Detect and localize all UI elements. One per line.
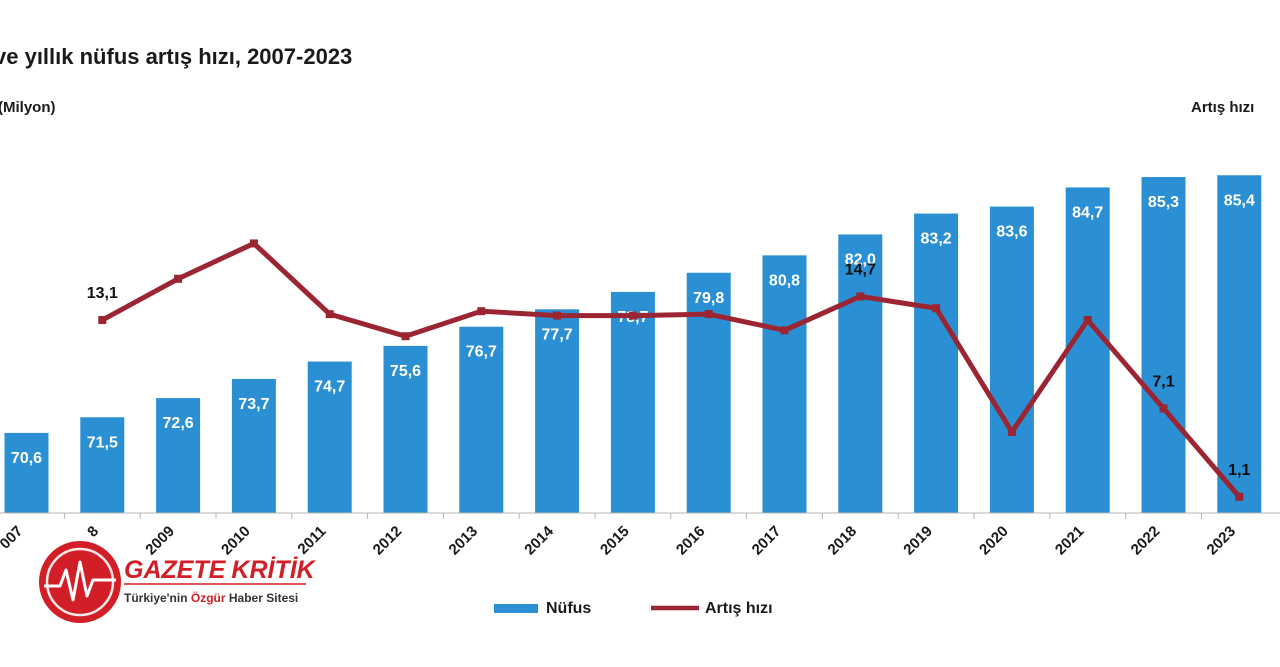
bar-2013 [459, 326, 504, 513]
rate-label-2022: 7,1 [1152, 373, 1174, 390]
bar-label-2017: 80,8 [769, 272, 800, 289]
x-tick-2021: 2021 [1052, 523, 1088, 559]
bar-2012 [383, 345, 428, 513]
bar-labels: 70,671,572,673,774,775,676,777,778,779,8… [11, 192, 1255, 467]
bar-2020 [989, 206, 1034, 513]
artis-point-2019 [932, 304, 941, 313]
x-tick-2012: 2012 [370, 523, 406, 559]
bar-2023 [1217, 175, 1262, 513]
bar-2010 [231, 378, 276, 513]
artis-point-2013 [477, 307, 486, 316]
x-tick-2023: 2023 [1204, 523, 1240, 559]
bar-label-2009: 72,6 [163, 415, 194, 432]
bar-label-2022: 85,3 [1148, 194, 1179, 211]
bar-2007 [4, 432, 49, 513]
x-tick-2020: 2020 [976, 523, 1012, 559]
artis-point-2015 [628, 311, 637, 320]
bar-label-2014: 77,7 [542, 326, 573, 343]
artis-point-2016 [704, 310, 713, 319]
watermark-tagline: Türkiye'nin Özgür Haber Sitesi [124, 590, 298, 605]
bar-2016 [686, 272, 731, 513]
x-tick-2013: 2013 [446, 523, 482, 559]
artis-hizi-line [101, 240, 1242, 499]
artis-point-2011 [325, 310, 334, 319]
bar-2008 [80, 417, 125, 513]
x-axis-ticks: 007 8 2009 2010 2011 2012 2013 2014 2015 2016 2017… [0, 513, 1239, 558]
artis-point-2009 [174, 274, 183, 283]
x-tick-2007: 007 [0, 523, 26, 553]
bar-2014 [535, 309, 580, 513]
bar-label-2010: 73,7 [238, 396, 269, 413]
x-tick-2019: 2019 [900, 523, 936, 559]
bar-label-2020: 83,6 [996, 224, 1027, 241]
right-axis-unit: Artış hızı [1191, 99, 1254, 116]
bar-label-2007: 70,6 [11, 450, 42, 467]
bar-2021 [1065, 187, 1110, 513]
artis-point-2023 [1235, 492, 1244, 501]
bar-2019 [914, 213, 959, 513]
bar-2009 [156, 398, 201, 513]
bar-label-2016: 79,8 [693, 290, 724, 307]
legend-label-nufus: Nüfus [546, 600, 591, 617]
rate-labels: 13,1 14,7 7,1 1,1 [87, 261, 1251, 478]
chart-title: ve yıllık nüfus artış hızı, 2007-2023 [0, 44, 352, 69]
x-tick-2011: 2011 [294, 523, 329, 558]
line-series [98, 239, 1244, 501]
legend-swatch-nufus [494, 604, 538, 613]
bar-label-2019: 83,2 [921, 231, 952, 248]
left-axis-unit: (Milyon) [0, 99, 56, 116]
artis-point-2022 [1159, 404, 1168, 413]
bar-label-2011: 74,7 [314, 379, 345, 396]
rate-label-2023: 1,1 [1228, 462, 1250, 479]
legend-label-artis: Artış hızı [705, 600, 773, 617]
watermark-globe-icon [39, 541, 121, 623]
bar-2022 [1141, 177, 1186, 513]
bar-label-2013: 76,7 [466, 344, 497, 361]
legend: Nüfus Artış hızı [494, 600, 773, 617]
x-tick-2009: 2009 [142, 523, 178, 559]
x-tick-2010: 2010 [218, 523, 254, 559]
x-tick-2018: 2018 [825, 523, 861, 559]
bar-label-2008: 71,5 [87, 434, 118, 451]
x-tick-2022: 2022 [1128, 523, 1164, 559]
x-tick-2016: 2016 [673, 523, 709, 559]
gazete-kritik-watermark: GAZETE KRİTİK Türkiye'nin Özgür Haber Sit… [39, 541, 317, 623]
x-tick-2015: 2015 [597, 523, 633, 559]
bar-label-2021: 84,7 [1072, 204, 1103, 221]
x-tick-2008: 8 [84, 523, 102, 541]
watermark-brand: GAZETE KRİTİK [124, 556, 317, 584]
artis-point-2021 [1083, 316, 1092, 325]
bar-2017 [762, 255, 807, 513]
artis-point-2010 [249, 239, 258, 248]
artis-point-2017 [780, 326, 789, 335]
artis-point-2012 [401, 332, 410, 341]
artis-point-2008 [98, 316, 107, 325]
x-tick-2014: 2014 [521, 522, 557, 558]
bar-label-2018: 82,0 [845, 251, 876, 268]
bar-2015 [610, 291, 655, 513]
rate-label-2008: 13,1 [87, 285, 118, 302]
bar-label-2023: 85,4 [1224, 192, 1255, 209]
bar-2018 [838, 234, 883, 514]
x-tick-2017: 2017 [749, 523, 785, 559]
artis-point-2020 [1007, 427, 1016, 436]
bar-series [4, 175, 1262, 514]
artis-point-2018 [856, 292, 865, 301]
rate-label-2018: 14,7 [845, 261, 876, 278]
bar-2011 [307, 361, 352, 513]
artis-point-2014 [553, 311, 562, 320]
bar-label-2012: 75,6 [390, 363, 421, 380]
